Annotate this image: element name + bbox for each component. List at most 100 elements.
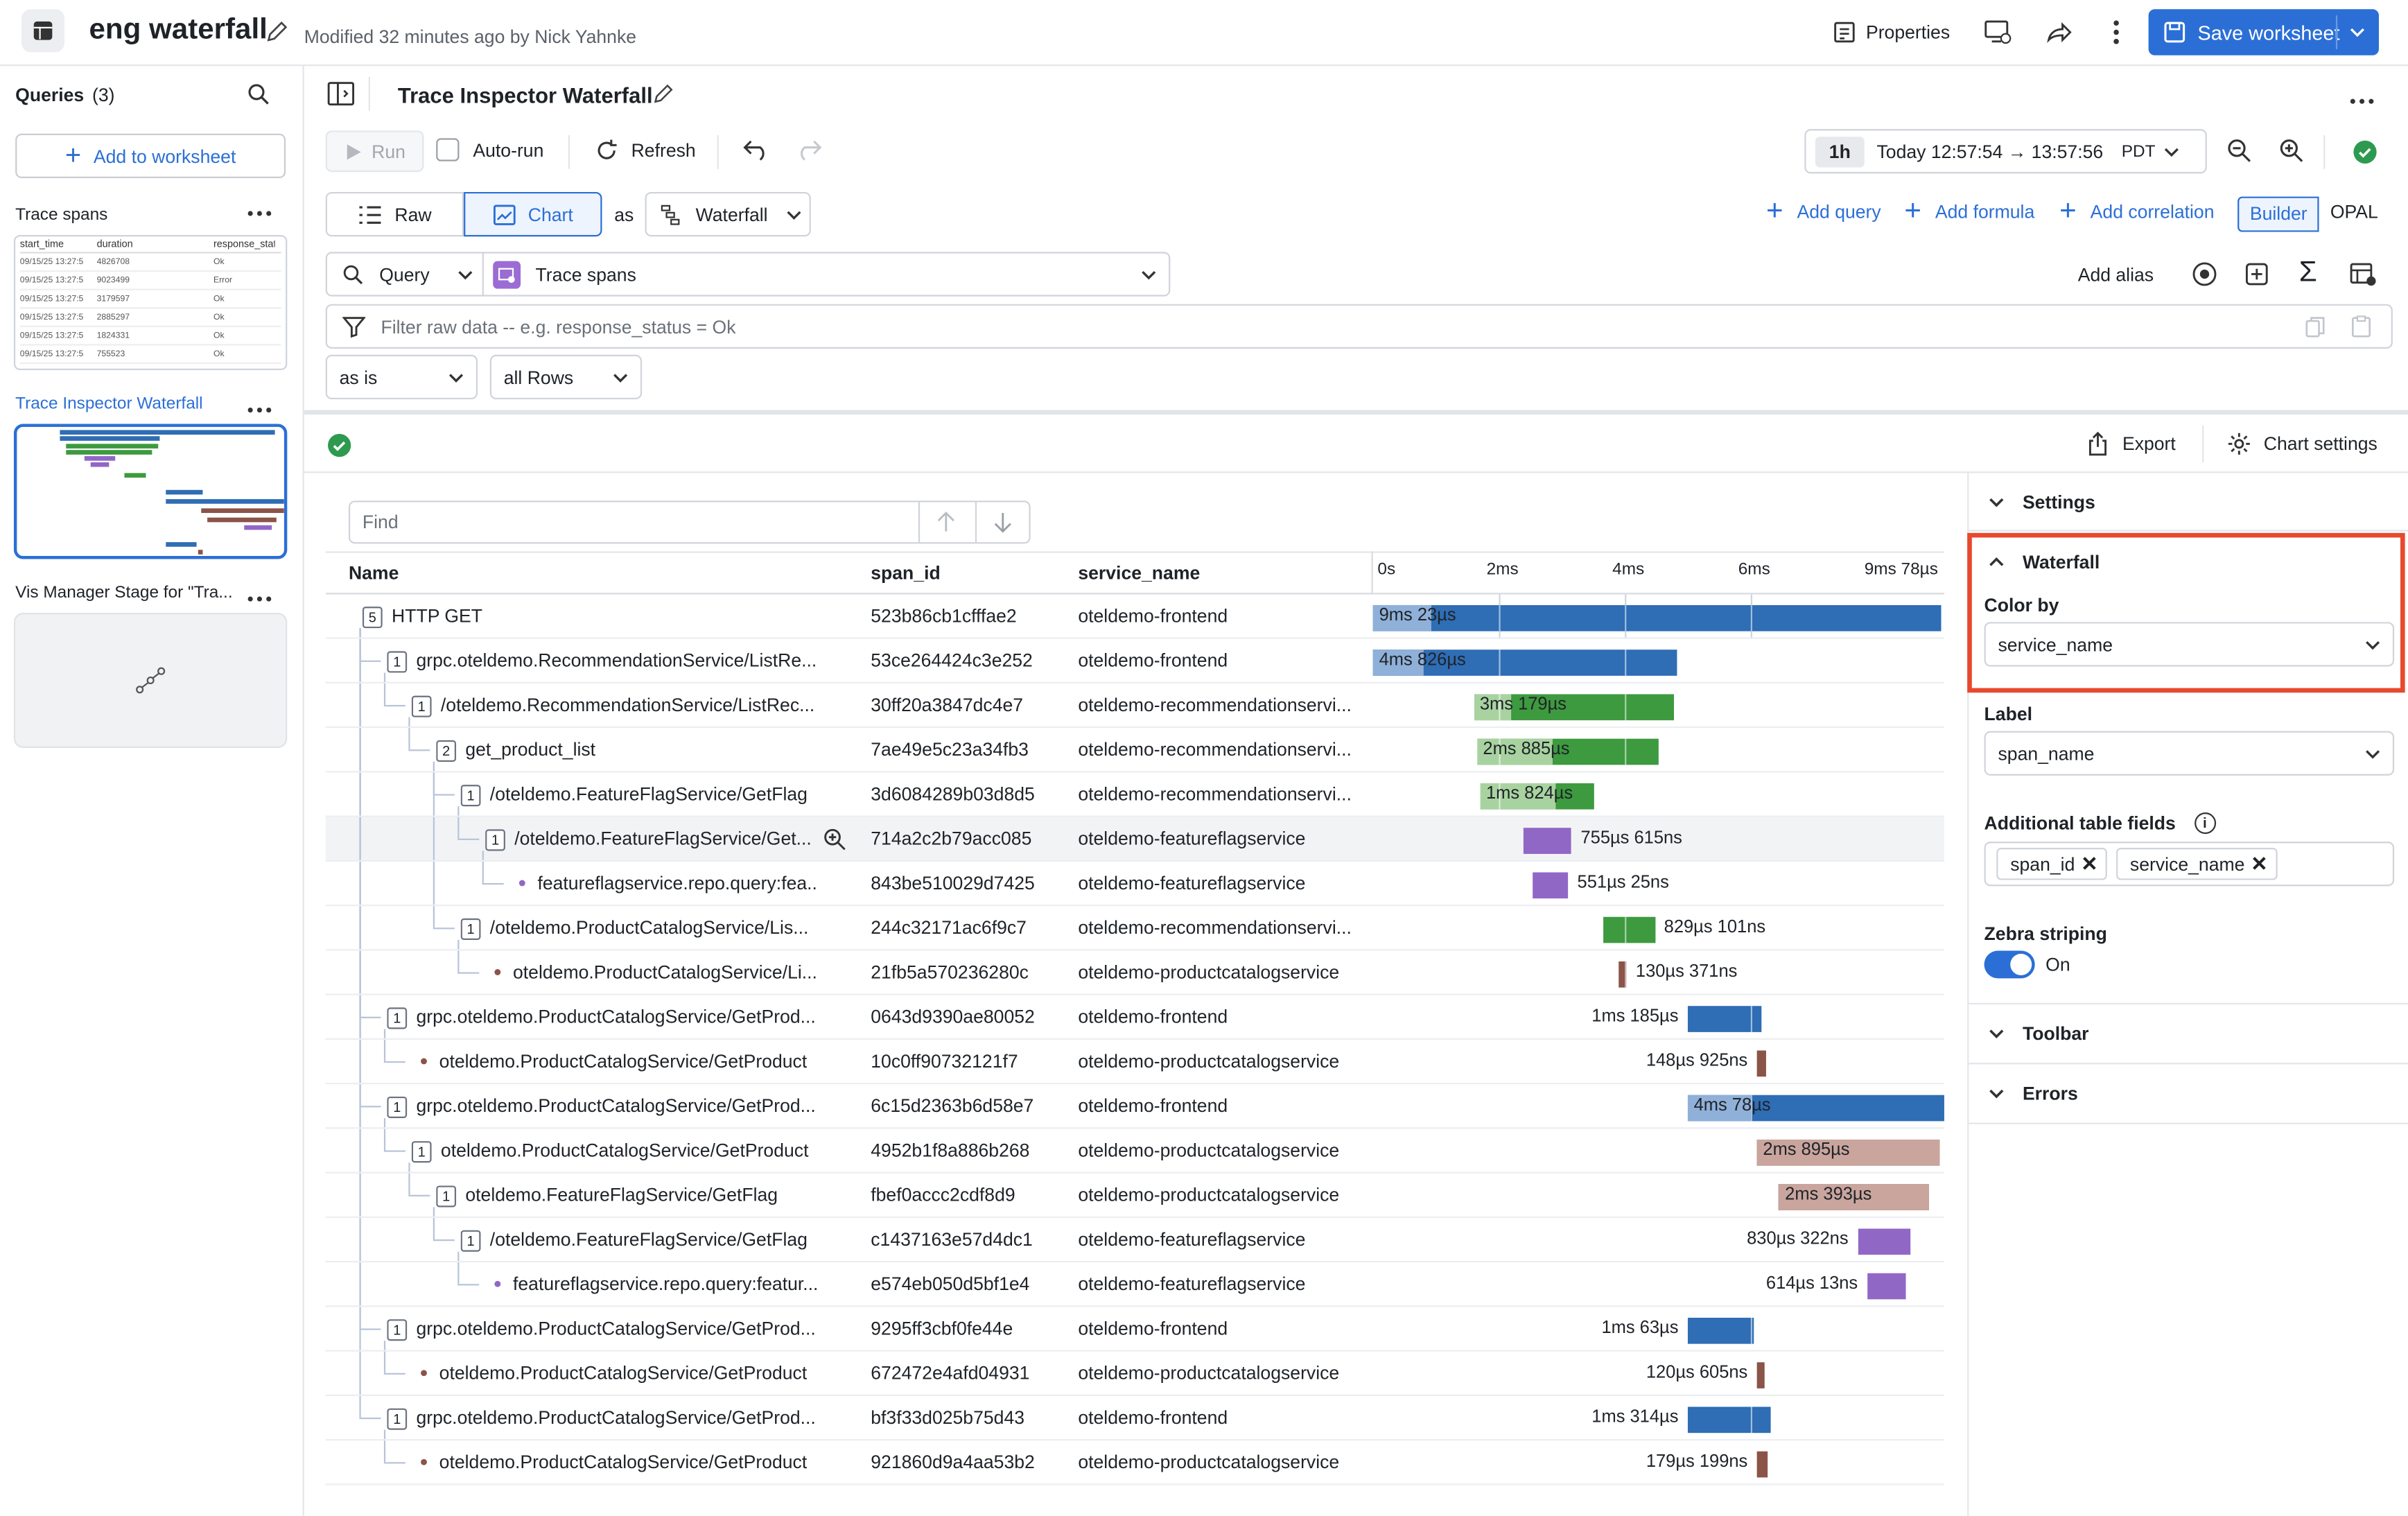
child-count-badge[interactable]: 2 (436, 740, 457, 762)
chart-tab[interactable]: Chart (464, 191, 602, 237)
child-count-badge[interactable]: 1 (387, 1007, 408, 1029)
monitor-icon[interactable] (1984, 19, 2012, 46)
export-button[interactable]: Export (2087, 431, 2176, 456)
span-name-cell[interactable]: 1/oteldemo.FeatureFlagService/GetFlag (460, 1218, 817, 1262)
waterfall-thumbnail[interactable] (13, 424, 288, 559)
sidebar-item-label[interactable]: Trace spans (15, 205, 108, 225)
span-bar[interactable] (1756, 1362, 1765, 1388)
span-name-cell[interactable]: 2 get_product_list (436, 728, 817, 772)
find-input[interactable]: Find (348, 500, 1031, 544)
table-row[interactable]: 2 get_product_list 7ae49e5c23a34fb3 oteldem… (325, 728, 1944, 773)
span-name-cell[interactable]: 1/oteldemo.ProductCatalogService/Lis... (460, 906, 817, 950)
add-query-button[interactable]: + Add query (1766, 197, 1881, 226)
table-row[interactable]: oteldemo.ProductCatalogService/GetProduc… (325, 1440, 1944, 1485)
save-worksheet-button[interactable]: Save worksheet (2148, 9, 2379, 55)
span-bar[interactable] (1372, 604, 1941, 631)
table-row[interactable]: 1/oteldemo.FeatureFlagService/GetFlag c14… (325, 1218, 1944, 1263)
child-count-badge[interactable]: 1 (387, 1096, 408, 1118)
span-bar[interactable] (1756, 1451, 1768, 1478)
more-menu-icon[interactable] (2113, 19, 2120, 51)
table-row[interactable]: 1 grpc.oteldemo.ProductCatalogService/Get… (325, 1307, 1944, 1352)
chevron-down-icon[interactable] (2350, 24, 2365, 40)
table-row[interactable]: featureflagservice.repo.query:featur... e… (325, 1262, 1944, 1307)
span-name-cell[interactable]: 1 grpc.oteldemo.ProductCatalogService/Get… (387, 1396, 817, 1440)
table-row[interactable]: 1 grpc.oteldemo.RecommendationService/Lis… (325, 639, 1944, 683)
column-header-span-id[interactable]: span_id (871, 561, 941, 584)
copy-icon[interactable] (2305, 316, 2326, 338)
undo-icon[interactable] (743, 138, 769, 161)
additional-fields-input[interactable]: span_id ✕ service_name ✕ (1984, 842, 2395, 887)
span-name-cell[interactable]: 1 grpc.oteldemo.ProductCatalogService/Get… (387, 995, 817, 1040)
settings-section-header[interactable]: Settings (1989, 491, 2095, 513)
span-bar[interactable] (1533, 872, 1569, 899)
span-bar[interactable] (1524, 828, 1572, 854)
vis-manager-thumbnail[interactable] (13, 613, 288, 748)
span-name-cell[interactable]: 5 HTTP GET (362, 594, 817, 638)
child-count-badge[interactable]: 1 (460, 784, 481, 806)
errors-section-header[interactable]: Errors (1989, 1083, 2078, 1104)
table-row[interactable]: 1/oteldemo.FeatureFlagService/Get... 714a… (325, 817, 1944, 862)
table-row[interactable]: 1 grpc.oteldemo.ProductCatalogService/Get… (325, 1396, 1944, 1441)
table-row[interactable]: 5 HTTP GET 523b86cb1cfffae2 oteldemo-fronte… (325, 594, 1944, 639)
child-count-badge[interactable]: 1 (411, 695, 432, 717)
zoom-in-icon[interactable] (2279, 138, 2303, 162)
child-count-badge[interactable]: 5 (362, 606, 383, 628)
child-count-badge[interactable]: 1 (387, 1318, 408, 1341)
zoom-row-icon[interactable] (823, 828, 846, 851)
table-row[interactable]: 1/oteldemo.RecommendationService/ListRec… (325, 683, 1944, 729)
span-bar[interactable] (1687, 1317, 1755, 1344)
chart-settings-button[interactable]: Chart settings (2227, 432, 2378, 456)
more-options-icon[interactable] (247, 586, 272, 608)
redo-icon[interactable] (796, 138, 822, 161)
panel-title[interactable]: Trace Inspector Waterfall (397, 82, 653, 108)
palette-icon[interactable] (2192, 261, 2218, 288)
span-name-cell[interactable]: 1 oteldemo.ProductCatalogService/GetProdu… (411, 1129, 817, 1173)
span-bar[interactable] (1867, 1273, 1906, 1300)
table-row[interactable]: featureflagservice.repo.query:fea... 843b… (325, 862, 1944, 907)
span-name-cell[interactable]: featureflagservice.repo.query:fea... (510, 862, 817, 906)
table-row[interactable]: 1 oteldemo.ProductCatalogService/GetProdu… (325, 1129, 1944, 1174)
table-row[interactable]: oteldemo.ProductCatalogService/GetProduc… (325, 1040, 1944, 1085)
table-row[interactable]: oteldemo.ProductCatalogService/GetProduc… (325, 1352, 1944, 1396)
span-bar[interactable] (1756, 1050, 1766, 1077)
filter-input[interactable]: Filter raw data -- e.g. response_status … (325, 304, 2393, 349)
color-by-select[interactable]: service_name (1984, 622, 2395, 667)
span-bar[interactable] (1687, 1006, 1763, 1032)
add-correlation-button[interactable]: + Add correlation (2059, 197, 2214, 226)
opal-tab[interactable]: OPAL (2330, 201, 2378, 223)
child-count-badge[interactable]: 1 (460, 1230, 481, 1252)
time-range-picker[interactable]: 1h Today 12:57:54 → 13:57:56 PDT (1804, 129, 2207, 174)
table-row[interactable]: 1 grpc.oteldemo.ProductCatalogService/Get… (325, 995, 1944, 1040)
table-row[interactable]: 1 oteldemo.FeatureFlagService/GetFlag fbef… (325, 1174, 1944, 1218)
run-button[interactable]: Run (325, 130, 424, 173)
arrow-down-icon[interactable] (992, 512, 1013, 533)
span-name-cell[interactable]: 1 grpc.oteldemo.ProductCatalogService/Get… (387, 1307, 817, 1351)
add-formula-button[interactable]: + Add formula (1904, 197, 2034, 226)
span-name-cell[interactable]: 1/oteldemo.FeatureFlagService/GetFlag (460, 772, 817, 817)
panel-more-icon[interactable] (2350, 89, 2374, 111)
child-count-badge[interactable]: 1 (387, 1408, 408, 1430)
span-bar[interactable] (1857, 1228, 1910, 1255)
worksheet-title[interactable]: eng waterfall (89, 13, 268, 46)
all-rows-select[interactable]: all Rows (489, 354, 643, 400)
span-name-cell[interactable]: oteldemo.ProductCatalogService/Li... (485, 950, 817, 995)
span-name-cell[interactable]: 1/oteldemo.FeatureFlagService/Get... (485, 817, 817, 862)
table-row[interactable]: 1 grpc.oteldemo.ProductCatalogService/Get… (325, 1084, 1944, 1129)
span-name-cell[interactable]: 1 oteldemo.FeatureFlagService/GetFlag (436, 1174, 817, 1218)
raw-tab[interactable]: Raw (325, 191, 464, 237)
properties-button[interactable]: Properties (1832, 20, 1950, 44)
table-settings-icon[interactable] (2350, 261, 2378, 288)
child-count-badge[interactable]: 1 (411, 1140, 432, 1162)
span-name-cell[interactable]: 1/oteldemo.RecommendationService/ListRec… (411, 683, 817, 728)
span-name-cell[interactable]: oteldemo.ProductCatalogService/GetProduc… (412, 1440, 817, 1485)
child-count-badge[interactable]: 1 (485, 829, 505, 851)
table-row[interactable]: 1/oteldemo.FeatureFlagService/GetFlag 3d6… (325, 772, 1944, 817)
trace-spans-thumbnail[interactable]: start_time duration response_status 09/1… (13, 234, 288, 370)
label-select[interactable]: span_name (1984, 731, 2395, 776)
child-count-badge[interactable]: 1 (387, 651, 408, 673)
close-icon[interactable]: ✕ (2251, 851, 2268, 875)
span-name-cell[interactable]: 1 grpc.oteldemo.ProductCatalogService/Get… (387, 1084, 817, 1129)
more-options-icon[interactable] (247, 398, 272, 419)
panel-toggle-icon[interactable] (327, 81, 355, 106)
span-name-cell[interactable]: oteldemo.ProductCatalogService/GetProduc… (412, 1352, 817, 1396)
